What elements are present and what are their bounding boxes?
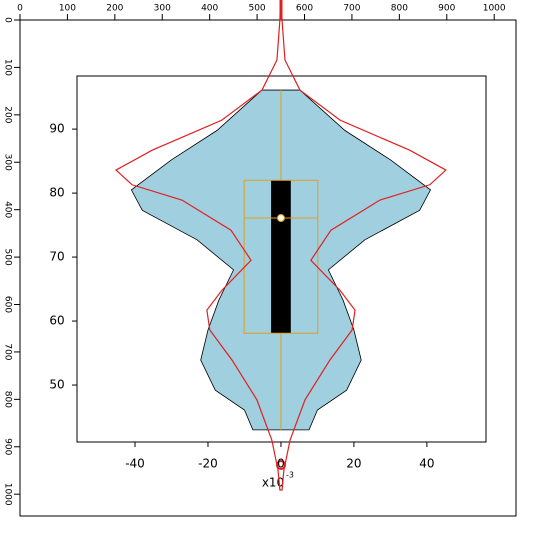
ruler-tick-label: 1000 <box>483 4 506 14</box>
ruler-tick-label: 900 <box>438 4 455 14</box>
ruler-tick-label: 1000 <box>3 483 13 506</box>
ruler-tick-label: 200 <box>3 106 13 123</box>
y-tick-label: 50 <box>49 378 64 392</box>
ruler-tick-label: 200 <box>106 4 123 14</box>
ruler-tick-label: 300 <box>154 4 171 14</box>
x-tick-label: 40 <box>419 457 434 471</box>
ruler-tick-label: 400 <box>201 4 218 14</box>
x-tick-label: -20 <box>198 457 218 471</box>
ruler-tick-label: 900 <box>3 438 13 455</box>
iqr-bar <box>271 180 291 334</box>
x-tick-label: 0 <box>277 457 285 471</box>
x-tick-label: -40 <box>125 457 145 471</box>
plot-frame <box>76 75 487 443</box>
ruler-tick-label: 700 <box>3 343 13 360</box>
ruler-tick-label: 600 <box>3 296 13 313</box>
x-exponent: -3 <box>286 471 294 480</box>
ruler-tick-label: 500 <box>3 248 13 265</box>
x-label: x10 <box>262 476 284 490</box>
y-tick-label: 80 <box>49 186 64 200</box>
ruler-tick-label: 100 <box>3 59 13 76</box>
ruler-tick-label: 800 <box>3 391 13 408</box>
y-tick-label: 90 <box>49 122 64 136</box>
ruler-tick-label: 100 <box>59 4 76 14</box>
x-tick-label: 20 <box>346 457 361 471</box>
density-curve <box>115 0 447 491</box>
ruler-tick-label: 0 <box>17 4 23 14</box>
ruler-tick-label: 800 <box>391 4 408 14</box>
median-dot <box>276 214 285 223</box>
ruler-tick-label: 300 <box>3 154 13 171</box>
ruler-tick-label: 700 <box>343 4 360 14</box>
y-tick-label: 60 <box>49 314 64 328</box>
ruler-tick-label: 0 <box>3 17 13 23</box>
y-tick-label: 70 <box>49 250 64 264</box>
ruler-tick-label: 500 <box>248 4 265 14</box>
box <box>243 179 319 334</box>
ruler-frame <box>19 19 517 517</box>
ruler-tick-label: 600 <box>296 4 313 14</box>
ruler-tick-label: 400 <box>3 201 13 218</box>
